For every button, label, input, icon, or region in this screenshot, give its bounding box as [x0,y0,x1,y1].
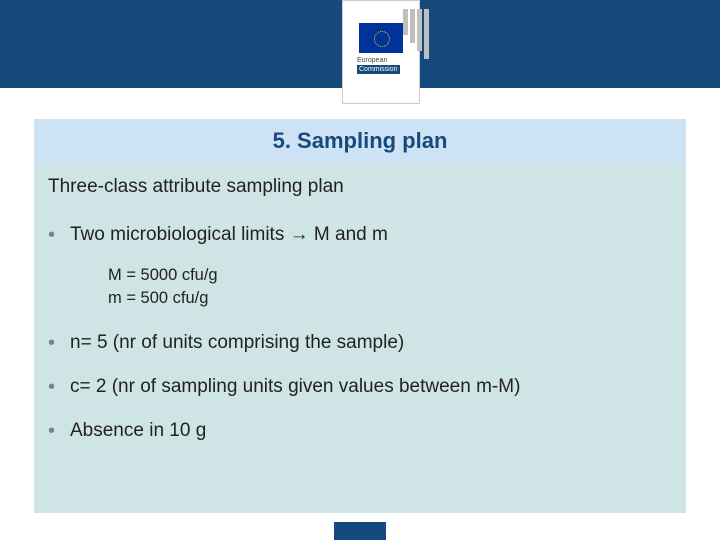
bullet-4: Absence in 10 g [48,420,678,442]
logo-line2: Commission [357,65,400,75]
ec-logo: European Commission [342,0,420,104]
eu-flag-icon [359,23,403,53]
header-bar: European Commission [0,0,720,88]
content-area: Three-class attribute sampling plan Two … [48,176,678,464]
footer-accent [334,522,386,540]
bullet-1-text: Two microbiological limits → M and m [70,224,388,245]
bullet-list: Two microbiological limits → M and m M =… [48,224,678,442]
bullet-1: Two microbiological limits → M and m M =… [48,224,678,310]
bullet-2: n= 5 (nr of units comprising the sample) [48,332,678,354]
logo-text: European Commission [343,57,419,74]
sub-value-m: m = 500 cfu/g [108,287,678,310]
subtitle: Three-class attribute sampling plan [48,176,678,198]
sub-value-M: M = 5000 cfu/g [108,264,678,287]
logo-pillars-icon [403,9,429,59]
title-bar: 5. Sampling plan [34,119,686,163]
bullet-1-subvalues: M = 5000 cfu/g m = 500 cfu/g [108,264,678,310]
bullet-3: c= 2 (nr of sampling units given values … [48,376,678,398]
slide-title: 5. Sampling plan [273,128,448,154]
